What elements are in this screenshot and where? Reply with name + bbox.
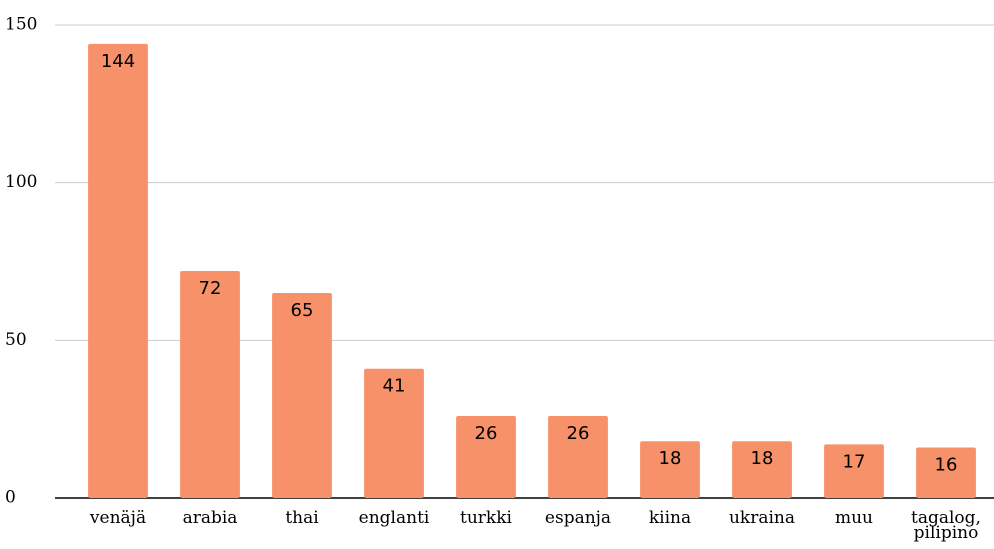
x-tick-label: turkki	[460, 508, 512, 528]
value-label: 65	[291, 300, 314, 321]
x-tick-label: arabia	[182, 508, 238, 528]
bar	[824, 444, 884, 498]
x-tick-label: thai	[285, 508, 319, 528]
bar	[640, 441, 700, 498]
x-tick-label: kiina	[648, 508, 692, 528]
value-label: 26	[567, 423, 590, 444]
x-tick-label: ukraina	[728, 508, 796, 528]
bar	[364, 368, 424, 498]
value-label: 18	[751, 448, 774, 469]
value-label: 17	[843, 451, 866, 472]
value-label: 144	[101, 51, 135, 72]
y-tick-label: 50	[5, 330, 27, 350]
x-tick-label: muu	[834, 508, 874, 528]
value-label: 41	[383, 376, 406, 397]
bar	[272, 293, 332, 498]
value-label: 18	[659, 448, 682, 469]
bar	[916, 447, 976, 498]
x-tick-label: venäjä	[89, 508, 147, 528]
value-label: 16	[935, 455, 958, 476]
bar	[456, 416, 516, 498]
bar	[180, 270, 240, 498]
bar	[88, 43, 148, 499]
value-label: 26	[475, 423, 498, 444]
bar	[548, 416, 608, 498]
x-tick-label: tagalog, pilipino	[911, 508, 981, 543]
x-tick-label: englanti	[358, 508, 430, 528]
x-tick-label: espanja	[544, 508, 612, 528]
value-label: 72	[199, 278, 222, 299]
y-tick-label: 150	[5, 15, 37, 35]
y-tick-label: 100	[5, 172, 37, 192]
y-tick-label: 0	[5, 488, 16, 508]
bar	[732, 441, 792, 498]
